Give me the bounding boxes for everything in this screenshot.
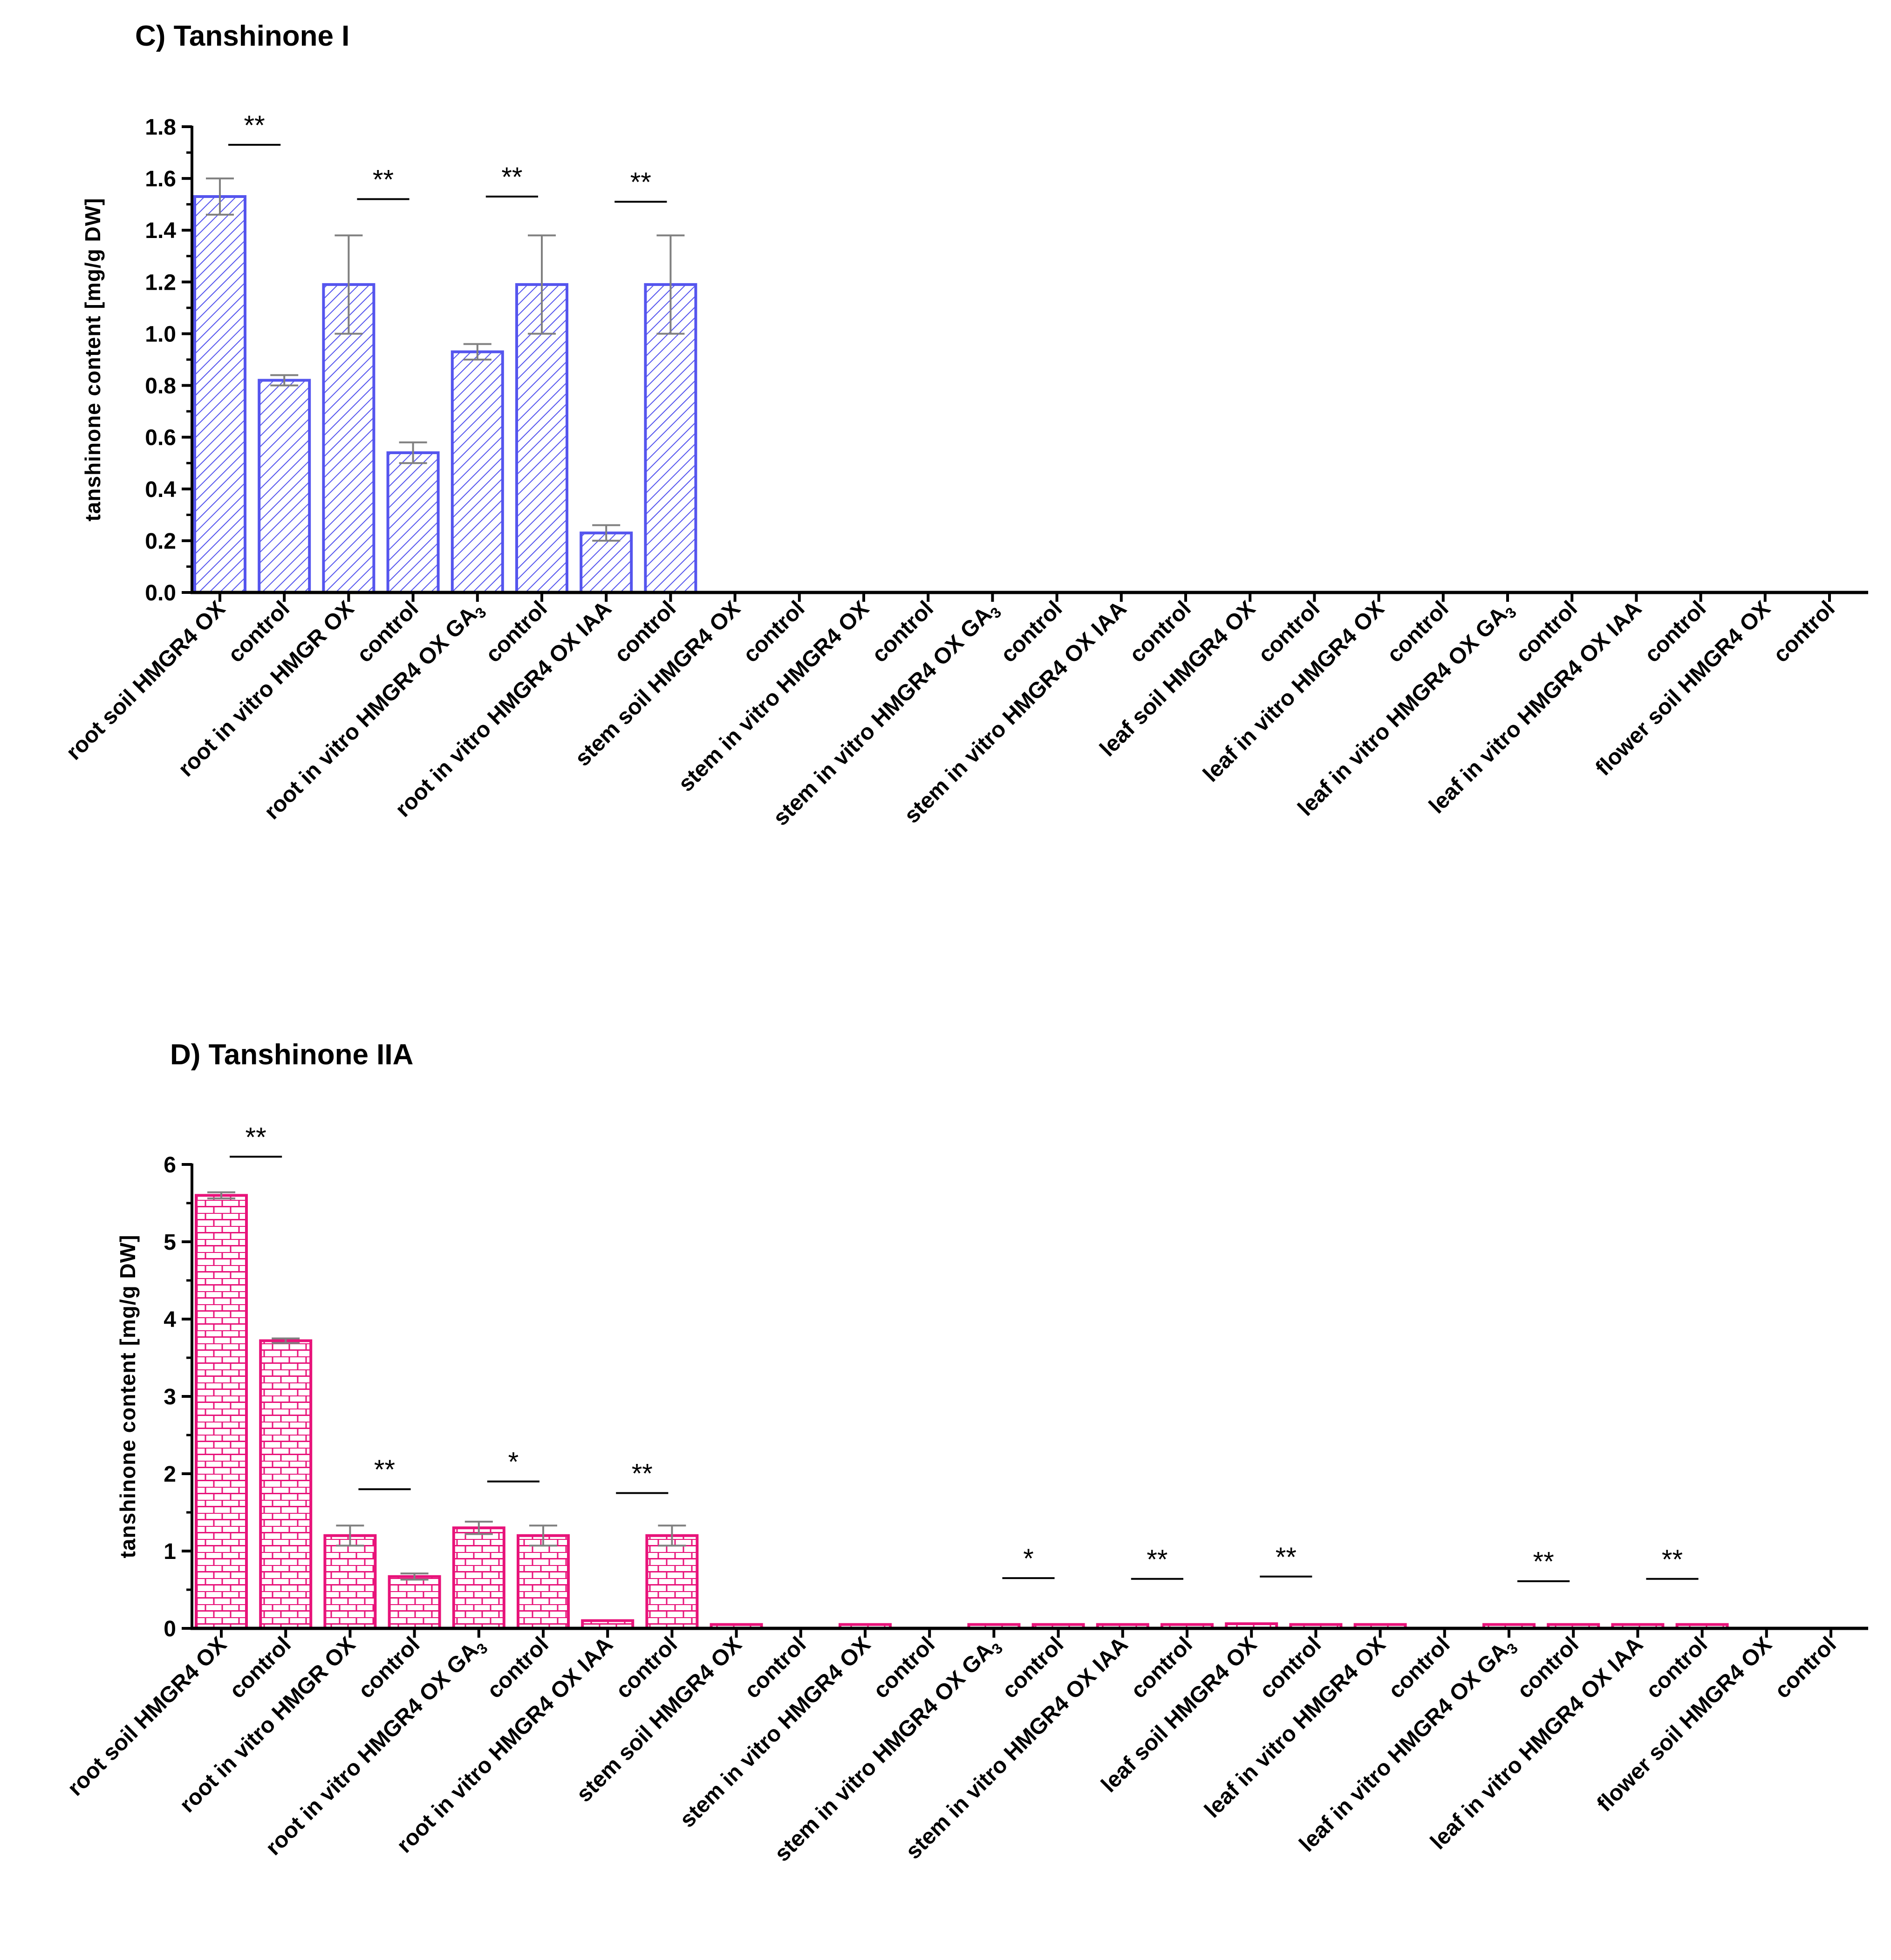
y-tick-label: 1.0	[145, 322, 176, 347]
significance-label: **	[373, 165, 394, 195]
y-tick-label: 1.2	[145, 270, 176, 295]
y-axis-label: tanshinone content [mg/g DW]	[81, 198, 105, 522]
bar	[193, 195, 246, 594]
bar	[323, 1534, 377, 1630]
significance-label: **	[246, 1122, 266, 1152]
significance-label: **	[244, 110, 265, 141]
y-tick-label: 0.6	[145, 426, 176, 450]
y-tick-label: 0.8	[145, 374, 176, 399]
y-tick-label: 5	[164, 1230, 176, 1255]
chart-title: C) Tanshinone I	[135, 20, 349, 52]
chart-panel-tanshinone-iia: D) Tanshinone IIA 0 1 2 3 4 5 6 tanshinone cont…	[63, 1039, 1868, 1866]
significance-label: **	[630, 167, 651, 197]
bar	[580, 531, 633, 594]
bar	[517, 1534, 570, 1630]
y-tick-label: 0.2	[145, 529, 176, 554]
y-tick-label: 1.4	[145, 218, 176, 243]
bar	[388, 1575, 441, 1630]
y-tick-label: 1.6	[145, 167, 176, 191]
bar	[258, 379, 311, 594]
bar	[452, 1526, 505, 1630]
y-tick-label: 4	[164, 1307, 176, 1332]
bar	[195, 1194, 248, 1630]
y-tick-label: 1.8	[145, 115, 176, 140]
significance-label: **	[1533, 1547, 1554, 1577]
bar	[515, 283, 568, 594]
bar	[259, 1339, 313, 1630]
y-tick-label: 3	[164, 1385, 176, 1409]
y-tick-label: 0.0	[145, 581, 176, 606]
significance-label: *	[508, 1447, 519, 1477]
y-axis-label: tanshinone content [mg/g DW]	[116, 1235, 140, 1558]
y-tick-label: 0.4	[145, 477, 176, 502]
significance-label: **	[1662, 1545, 1683, 1575]
bar	[386, 451, 440, 594]
y-tick-label: 6	[164, 1153, 176, 1177]
x-tick-label: control	[1768, 596, 1839, 667]
x-tick-label: control	[1770, 1632, 1841, 1703]
chart-title: D) Tanshinone IIA	[170, 1039, 413, 1071]
significance-label: **	[632, 1459, 653, 1489]
y-tick-label: 1	[164, 1539, 176, 1564]
significance-label: **	[374, 1455, 395, 1485]
y-tick-label: 0	[164, 1617, 176, 1641]
chart-panel-tanshinone-i: C) Tanshinone I 0.0 0.2 0.4 0.6 0.8 1.0 1.2 1.4…	[61, 20, 1868, 830]
bar	[645, 1534, 699, 1630]
significance-label: *	[1023, 1544, 1034, 1574]
y-tick-label: 2	[164, 1462, 176, 1487]
significance-label: **	[1147, 1545, 1167, 1575]
bar	[451, 350, 504, 594]
significance-label: **	[501, 162, 522, 192]
significance-label: **	[1276, 1542, 1297, 1572]
